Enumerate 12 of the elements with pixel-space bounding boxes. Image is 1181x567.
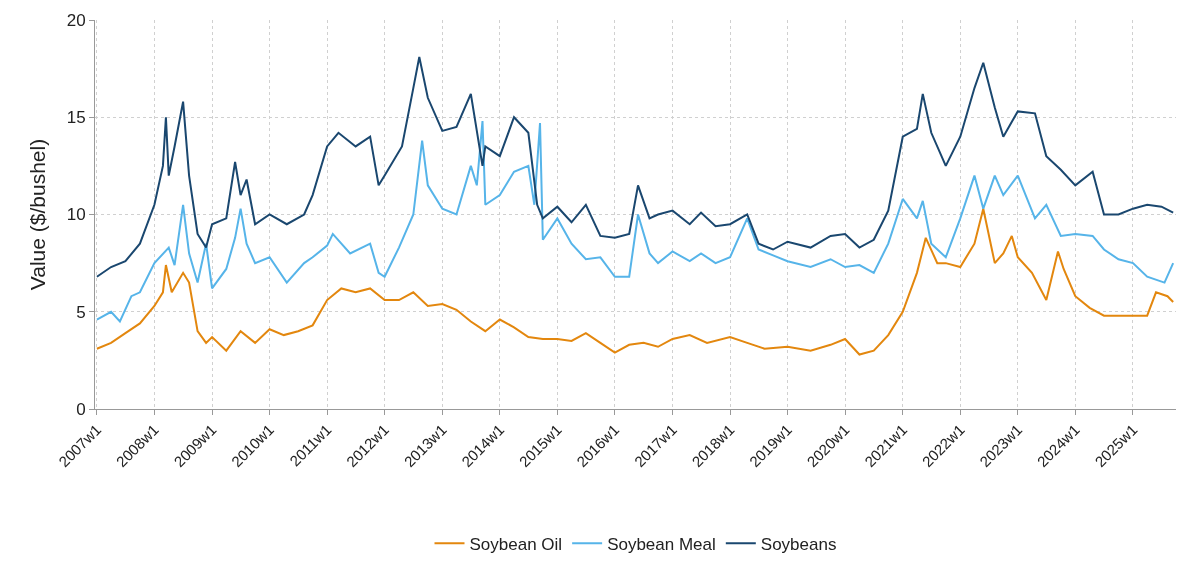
y-axis-title: Value ($/bushel) (25, 138, 49, 291)
line-series (95, 207, 1175, 356)
y-tick-label: 20 (66, 10, 86, 30)
y-tick-label: 10 (66, 205, 86, 225)
legend-label: Soybean Meal (607, 534, 716, 554)
legend-label: Soybean Oil (469, 534, 563, 554)
line-series (95, 55, 1175, 278)
line-series (95, 120, 1175, 323)
legend-label: Soybeans (760, 534, 837, 554)
y-tick-label: 5 (76, 302, 86, 322)
y-tick-label: 15 (66, 108, 86, 128)
y-tick-label: 0 (76, 399, 86, 419)
